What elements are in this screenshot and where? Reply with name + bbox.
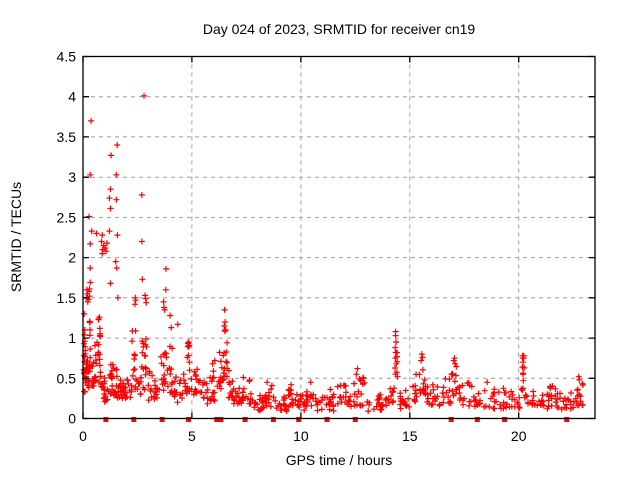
scatter-plus-markers [80,92,586,415]
zero-flag-square-marker [448,417,454,422]
zero-flag-square-marker [159,417,165,422]
y-tick-label: 1.5 [57,290,77,306]
zero-flag-square-marker [214,417,220,422]
zero-flag-square-marker [564,417,570,422]
tick-labels: 0 5 10 15 20 0 0.5 1 1.5 2 2.5 3 3.5 4 4.5 [57,49,527,445]
grid-path [83,56,595,419]
y-tick-label: 3.5 [57,129,77,145]
y-axis-label: SRMTID / TECUs [8,182,24,292]
y-tick-label: 3 [68,169,76,185]
zero-flag-square-marker [242,417,248,422]
axes [82,55,596,420]
zero-flag-square-marker [352,417,358,422]
data-markers [80,92,586,422]
zero-flag-square-marker [103,417,109,422]
zero-flag-square-marker [218,417,224,422]
y-tick-label: 0 [68,411,76,427]
x-tick-label: 20 [511,428,527,444]
tick-marks [82,55,595,420]
y-tick-label: 2 [68,250,76,266]
x-tick-label: 15 [402,428,418,444]
zero-flag-square-marker [270,417,276,422]
x-tick-label: 0 [79,428,87,444]
x-tick-label: 10 [293,428,309,444]
x-axis-label: GPS time / hours [286,452,393,468]
zero-flag-square-marker [186,417,191,422]
chart-title: Day 024 of 2023, SRMTID for receiver cn1… [203,21,476,37]
zero-flag-square-marker [131,417,137,422]
y-tick-label: 2.5 [57,209,77,225]
zero-flag-square-marker [324,417,330,422]
y-tick-label: 0.5 [57,370,77,386]
zero-flag-square-marker [474,417,480,422]
x-tick-label: 5 [188,428,196,444]
y-tick-label: 4.5 [57,49,77,65]
y-tick-label: 4 [68,89,76,105]
grid-lines [83,56,595,419]
plot-border [82,55,596,420]
zero-flag-square-marker [296,417,302,422]
zero-flag-square-marker [502,417,508,422]
y-tick-label: 1 [68,330,76,346]
